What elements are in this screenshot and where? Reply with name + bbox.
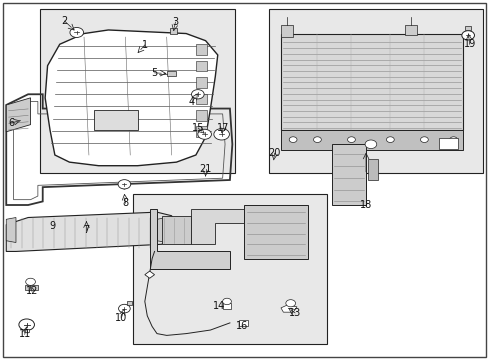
Polygon shape [120, 184, 128, 189]
Text: 8: 8 [122, 198, 128, 208]
Polygon shape [126, 301, 131, 305]
Circle shape [420, 137, 427, 143]
Text: 17: 17 [217, 123, 229, 133]
Bar [196, 61, 206, 71]
Text: 12: 12 [26, 287, 38, 296]
Bar [196, 77, 206, 88]
Bar [196, 126, 206, 137]
Circle shape [461, 31, 473, 40]
Text: 4: 4 [188, 97, 195, 107]
Circle shape [288, 137, 296, 143]
Circle shape [313, 137, 321, 143]
Polygon shape [238, 320, 248, 326]
Polygon shape [244, 205, 307, 258]
Polygon shape [281, 24, 292, 37]
Polygon shape [169, 28, 177, 34]
Text: 1: 1 [142, 40, 147, 50]
Bar [196, 44, 206, 55]
Text: 15: 15 [192, 123, 204, 133]
Circle shape [222, 298, 231, 305]
Polygon shape [331, 144, 366, 205]
Polygon shape [6, 98, 30, 132]
Polygon shape [149, 208, 229, 269]
Text: 10: 10 [115, 312, 127, 323]
Text: 7: 7 [83, 225, 89, 235]
Polygon shape [162, 216, 191, 244]
Polygon shape [281, 305, 296, 312]
Circle shape [213, 129, 229, 140]
Bar [281, 33, 462, 130]
Circle shape [118, 304, 130, 313]
Polygon shape [45, 30, 217, 166]
Polygon shape [157, 217, 166, 243]
Polygon shape [222, 303, 230, 309]
Polygon shape [191, 208, 244, 244]
Circle shape [118, 180, 130, 189]
Bar [438, 138, 458, 149]
Polygon shape [24, 329, 29, 332]
Text: 21: 21 [199, 163, 211, 174]
Circle shape [449, 137, 457, 143]
Text: 14: 14 [213, 301, 225, 311]
Polygon shape [40, 9, 234, 173]
Circle shape [26, 278, 35, 285]
Polygon shape [6, 212, 176, 251]
Circle shape [365, 140, 376, 149]
Circle shape [347, 137, 355, 143]
Polygon shape [268, 9, 482, 173]
Text: 5: 5 [151, 68, 157, 78]
Polygon shape [368, 158, 377, 180]
Circle shape [19, 319, 34, 330]
Text: 13: 13 [288, 308, 301, 318]
Circle shape [386, 137, 393, 143]
Bar [196, 110, 206, 121]
Polygon shape [6, 217, 16, 243]
Circle shape [191, 90, 203, 99]
Text: 19: 19 [463, 39, 475, 49]
Circle shape [70, 27, 83, 37]
Polygon shape [144, 271, 154, 278]
Text: 3: 3 [172, 17, 178, 27]
Bar [94, 111, 137, 130]
Text: 9: 9 [49, 221, 56, 231]
Text: 11: 11 [19, 329, 31, 339]
Polygon shape [464, 26, 470, 30]
Bar [196, 94, 206, 104]
Text: 20: 20 [268, 148, 280, 158]
Text: 6: 6 [8, 118, 14, 128]
Circle shape [198, 129, 211, 139]
Text: 2: 2 [61, 16, 67, 26]
Text: 18: 18 [359, 200, 371, 210]
Circle shape [285, 300, 295, 307]
Polygon shape [281, 130, 462, 150]
Polygon shape [404, 24, 416, 35]
Polygon shape [25, 285, 38, 290]
Polygon shape [132, 194, 326, 344]
Text: 16: 16 [236, 321, 248, 332]
Polygon shape [166, 71, 176, 76]
